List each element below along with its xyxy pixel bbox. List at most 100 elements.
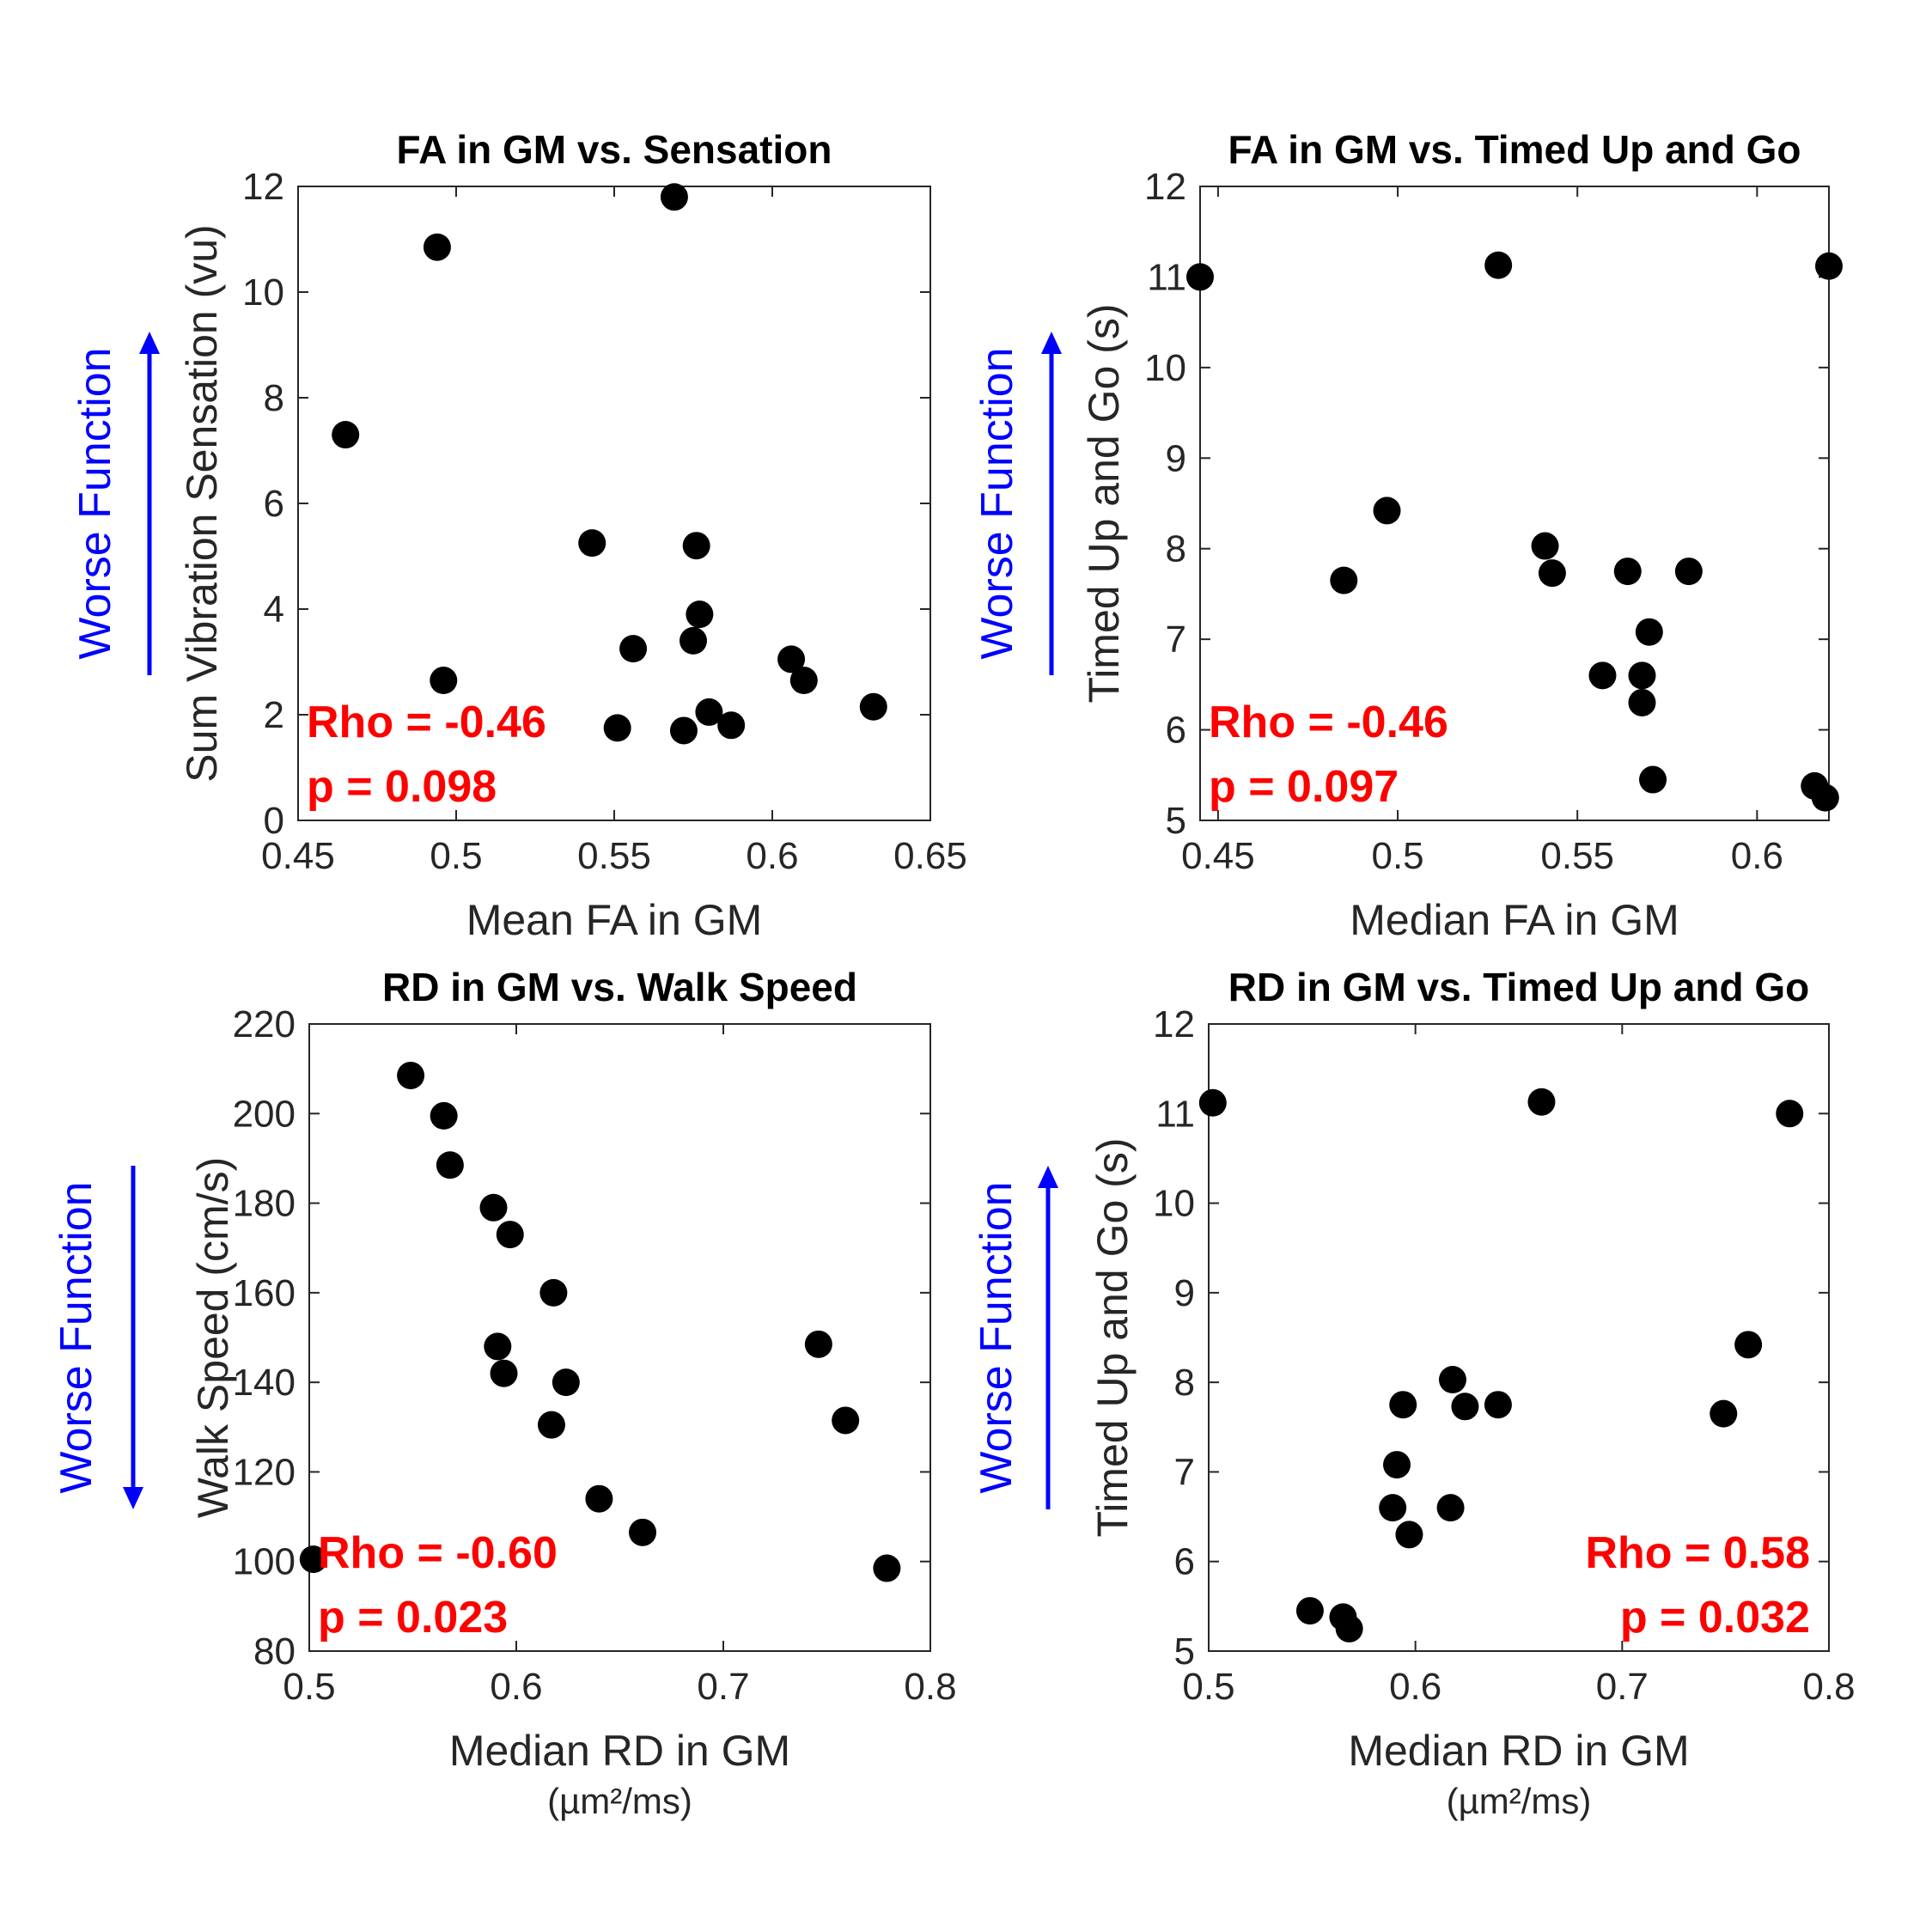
y-tick-label: 160 bbox=[233, 1272, 296, 1314]
y-tick-label: 8 bbox=[264, 377, 284, 419]
data-point bbox=[859, 692, 887, 721]
worse-function-label: Worse Function bbox=[972, 347, 1022, 659]
data-point bbox=[1628, 688, 1656, 716]
data-point bbox=[1451, 1393, 1479, 1421]
data-point bbox=[873, 1554, 901, 1582]
data-point bbox=[1527, 1088, 1556, 1116]
data-point bbox=[1635, 618, 1663, 646]
data-point bbox=[1734, 1331, 1763, 1359]
worse-function-arrow-icon bbox=[123, 1166, 143, 1509]
p-value: p = 0.098 bbox=[307, 762, 497, 812]
x-axis-unit: (µm²/ms) bbox=[547, 1781, 692, 1821]
p-value: p = 0.032 bbox=[1620, 1593, 1810, 1643]
y-tick-label: 100 bbox=[233, 1541, 296, 1583]
x-tick-label: 0.6 bbox=[746, 835, 798, 877]
worse-function-arrow-icon bbox=[1041, 332, 1062, 675]
rho-value: Rho = 0.58 bbox=[1585, 1528, 1810, 1578]
y-tick-label: 5 bbox=[1174, 1630, 1195, 1673]
data-point bbox=[1438, 1366, 1466, 1394]
chart-title: RD in GM vs. Walk Speed bbox=[382, 965, 857, 1009]
data-point bbox=[1395, 1521, 1423, 1549]
data-point bbox=[1710, 1399, 1738, 1428]
x-tick-label: 0.7 bbox=[697, 1666, 749, 1708]
y-tick-label: 6 bbox=[1166, 710, 1186, 752]
data-point bbox=[1484, 251, 1513, 279]
y-tick-label: 8 bbox=[1174, 1362, 1195, 1404]
data-point bbox=[1373, 497, 1401, 525]
data-point bbox=[430, 667, 458, 695]
data-point bbox=[695, 698, 723, 726]
data-point bbox=[1436, 1494, 1465, 1522]
data-point bbox=[669, 716, 698, 745]
rho-value: Rho = -0.46 bbox=[1209, 698, 1448, 747]
data-point bbox=[397, 1061, 425, 1089]
data-point bbox=[1815, 252, 1843, 280]
x-axis-label: Median RD in GM bbox=[449, 1727, 790, 1775]
data-point bbox=[537, 1411, 565, 1439]
data-point bbox=[660, 183, 688, 211]
data-point bbox=[603, 714, 631, 742]
data-point bbox=[717, 711, 746, 740]
plot-area bbox=[1199, 186, 1830, 821]
data-point bbox=[789, 667, 818, 695]
data-point bbox=[804, 1330, 832, 1358]
x-tick-label: 0.8 bbox=[1802, 1666, 1855, 1708]
chart-title: RD in GM vs. Timed Up and Go bbox=[1228, 965, 1809, 1009]
data-point bbox=[1330, 566, 1358, 594]
y-axis-label: Timed Up and Go (s) bbox=[1080, 304, 1128, 704]
data-point bbox=[539, 1278, 568, 1307]
y-tick-label: 220 bbox=[233, 1003, 296, 1045]
x-tick-label: 0.5 bbox=[1182, 1666, 1234, 1708]
data-point bbox=[1639, 765, 1667, 794]
x-tick-label: 0.6 bbox=[1731, 835, 1783, 877]
data-point bbox=[585, 1484, 613, 1513]
chart-panel-1: FA in GM vs. Sensation 0.45 0.5 0.55 0.6 0.65… bbox=[70, 127, 967, 944]
y-tick-label: 7 bbox=[1166, 619, 1186, 661]
data-point bbox=[629, 1518, 657, 1546]
y-tick-label: 12 bbox=[1153, 1003, 1195, 1045]
y-tick-label: 6 bbox=[1174, 1541, 1195, 1583]
chart-title: FA in GM vs. Timed Up and Go bbox=[1228, 127, 1801, 172]
x-tick-label: 0.5 bbox=[430, 835, 482, 877]
rho-value: Rho = -0.46 bbox=[307, 698, 546, 747]
y-tick-label: 12 bbox=[242, 166, 284, 208]
data-point bbox=[484, 1332, 512, 1361]
y-tick-label: 4 bbox=[264, 588, 284, 631]
x-axis-label: Median RD in GM bbox=[1348, 1727, 1689, 1775]
worse-function-arrow-icon bbox=[1038, 1166, 1058, 1509]
data-point bbox=[1383, 1451, 1411, 1479]
x-tick-label: 0.45 bbox=[1181, 835, 1255, 877]
y-tick-label: 10 bbox=[1144, 347, 1186, 389]
chart-title: FA in GM vs. Sensation bbox=[397, 127, 832, 172]
y-tick-label: 12 bbox=[1144, 166, 1186, 208]
y-tick-label: 5 bbox=[1166, 800, 1186, 842]
data-point bbox=[1335, 1614, 1363, 1643]
worse-function-arrow-icon bbox=[139, 332, 160, 675]
y-tick-label: 80 bbox=[253, 1630, 296, 1673]
data-point bbox=[1198, 1088, 1227, 1117]
data-point bbox=[1484, 1391, 1512, 1419]
data-point bbox=[680, 626, 707, 655]
y-tick-label: 140 bbox=[233, 1362, 296, 1404]
data-point bbox=[430, 1101, 458, 1130]
chart-panel-2: FA in GM vs. Timed Up and Go 0.45 0.5 0.55 0… bbox=[972, 127, 1843, 944]
worse-function-label: Worse Function bbox=[52, 1181, 101, 1493]
data-point bbox=[1628, 661, 1656, 690]
x-axis-label: Median FA in GM bbox=[1350, 896, 1679, 944]
data-point bbox=[682, 532, 710, 560]
data-point bbox=[1613, 558, 1642, 586]
data-point bbox=[1389, 1391, 1417, 1419]
data-point bbox=[479, 1193, 508, 1222]
x-tick-label: 0.6 bbox=[1389, 1666, 1441, 1708]
y-tick-label: 0 bbox=[264, 800, 284, 842]
x-tick-label: 0.7 bbox=[1596, 1666, 1649, 1708]
y-tick-label: 120 bbox=[233, 1451, 296, 1493]
y-tick-label: 2 bbox=[264, 694, 284, 736]
data-point bbox=[436, 1151, 464, 1179]
data-point bbox=[1538, 559, 1566, 588]
x-tick-label: 0.45 bbox=[261, 835, 335, 877]
rho-value: Rho = -0.60 bbox=[318, 1528, 558, 1578]
data-point bbox=[1295, 1597, 1324, 1625]
x-axis-unit: (µm²/ms) bbox=[1447, 1781, 1592, 1821]
